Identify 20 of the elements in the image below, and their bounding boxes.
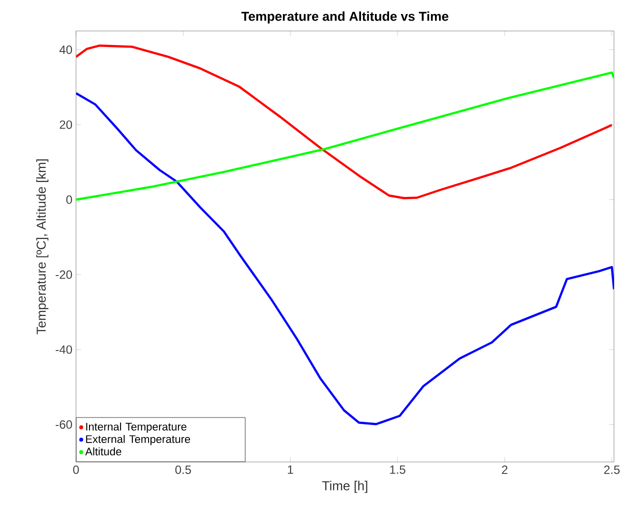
y-tick-label: 40 <box>59 45 72 54</box>
chart-title: Temperature and Altitude vs Time <box>241 11 448 24</box>
y-tick-label: -60 <box>56 420 72 429</box>
y-axis-title: Temperature [ºC], Altitude [km] <box>36 159 48 334</box>
x-tick-label: 0 <box>73 466 79 474</box>
y-tick-label: -40 <box>56 345 72 354</box>
legend-label: External Temperature <box>86 434 190 446</box>
y-tick-label: 0 <box>66 195 72 204</box>
line-series <box>76 71 614 201</box>
legend-label: Internal Temperature <box>86 422 186 433</box>
line-series <box>76 44 613 200</box>
legend-label: Altitude <box>85 447 122 456</box>
x-tick-label: 2.5 <box>604 466 620 474</box>
y-tick-label: 20 <box>60 120 72 129</box>
x-tick-label: 0.5 <box>175 466 191 474</box>
x-tick-label: 1 <box>288 466 294 474</box>
x-tick-label: 1.5 <box>390 466 406 474</box>
x-tick-label: 2 <box>502 466 508 474</box>
x-axis-title: Time [h] <box>322 480 368 493</box>
y-tick-label: -20 <box>56 270 72 279</box>
